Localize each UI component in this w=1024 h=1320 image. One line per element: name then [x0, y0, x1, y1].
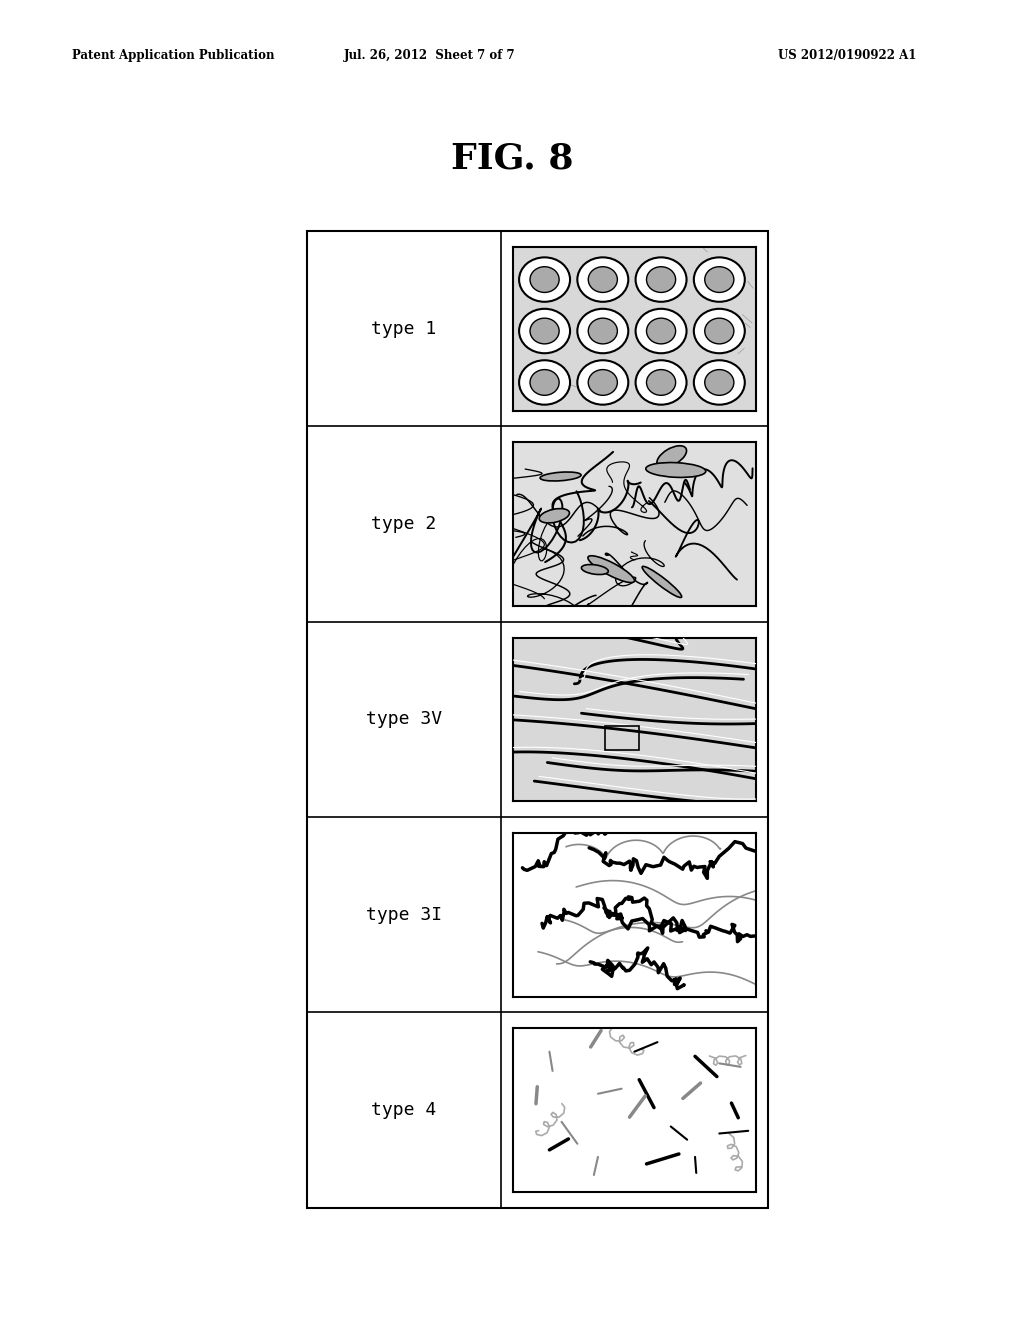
Ellipse shape [588, 556, 635, 582]
Ellipse shape [519, 360, 570, 405]
Text: type 3V: type 3V [366, 710, 442, 729]
Ellipse shape [588, 318, 617, 345]
Ellipse shape [646, 370, 676, 395]
Ellipse shape [588, 370, 617, 395]
Ellipse shape [530, 370, 559, 395]
Text: Jul. 26, 2012  Sheet 7 of 7: Jul. 26, 2012 Sheet 7 of 7 [344, 49, 516, 62]
Ellipse shape [540, 473, 581, 480]
Ellipse shape [578, 360, 629, 405]
Ellipse shape [530, 318, 559, 345]
Bar [605, 726, 639, 750]
Text: type 3I: type 3I [366, 906, 442, 924]
Ellipse shape [642, 566, 682, 598]
Ellipse shape [636, 257, 686, 302]
Ellipse shape [530, 267, 559, 293]
Ellipse shape [636, 309, 686, 354]
Ellipse shape [694, 257, 744, 302]
Text: type 4: type 4 [372, 1101, 436, 1119]
Ellipse shape [694, 360, 744, 405]
Ellipse shape [646, 462, 706, 478]
Ellipse shape [705, 318, 734, 345]
Ellipse shape [578, 257, 629, 302]
Ellipse shape [582, 565, 608, 574]
Ellipse shape [656, 446, 686, 467]
Ellipse shape [588, 267, 617, 293]
Ellipse shape [705, 267, 734, 293]
Ellipse shape [694, 309, 744, 354]
Ellipse shape [519, 257, 570, 302]
Text: FIG. 8: FIG. 8 [451, 141, 573, 176]
Ellipse shape [540, 508, 569, 523]
Text: US 2012/0190922 A1: US 2012/0190922 A1 [778, 49, 916, 62]
Ellipse shape [636, 360, 686, 405]
Text: type 2: type 2 [372, 515, 436, 533]
Bar [307, 231, 768, 1208]
Text: type 1: type 1 [372, 319, 436, 338]
Ellipse shape [646, 318, 676, 345]
Ellipse shape [519, 309, 570, 354]
Ellipse shape [578, 309, 629, 354]
Text: Patent Application Publication: Patent Application Publication [72, 49, 274, 62]
Ellipse shape [705, 370, 734, 395]
Ellipse shape [646, 267, 676, 293]
